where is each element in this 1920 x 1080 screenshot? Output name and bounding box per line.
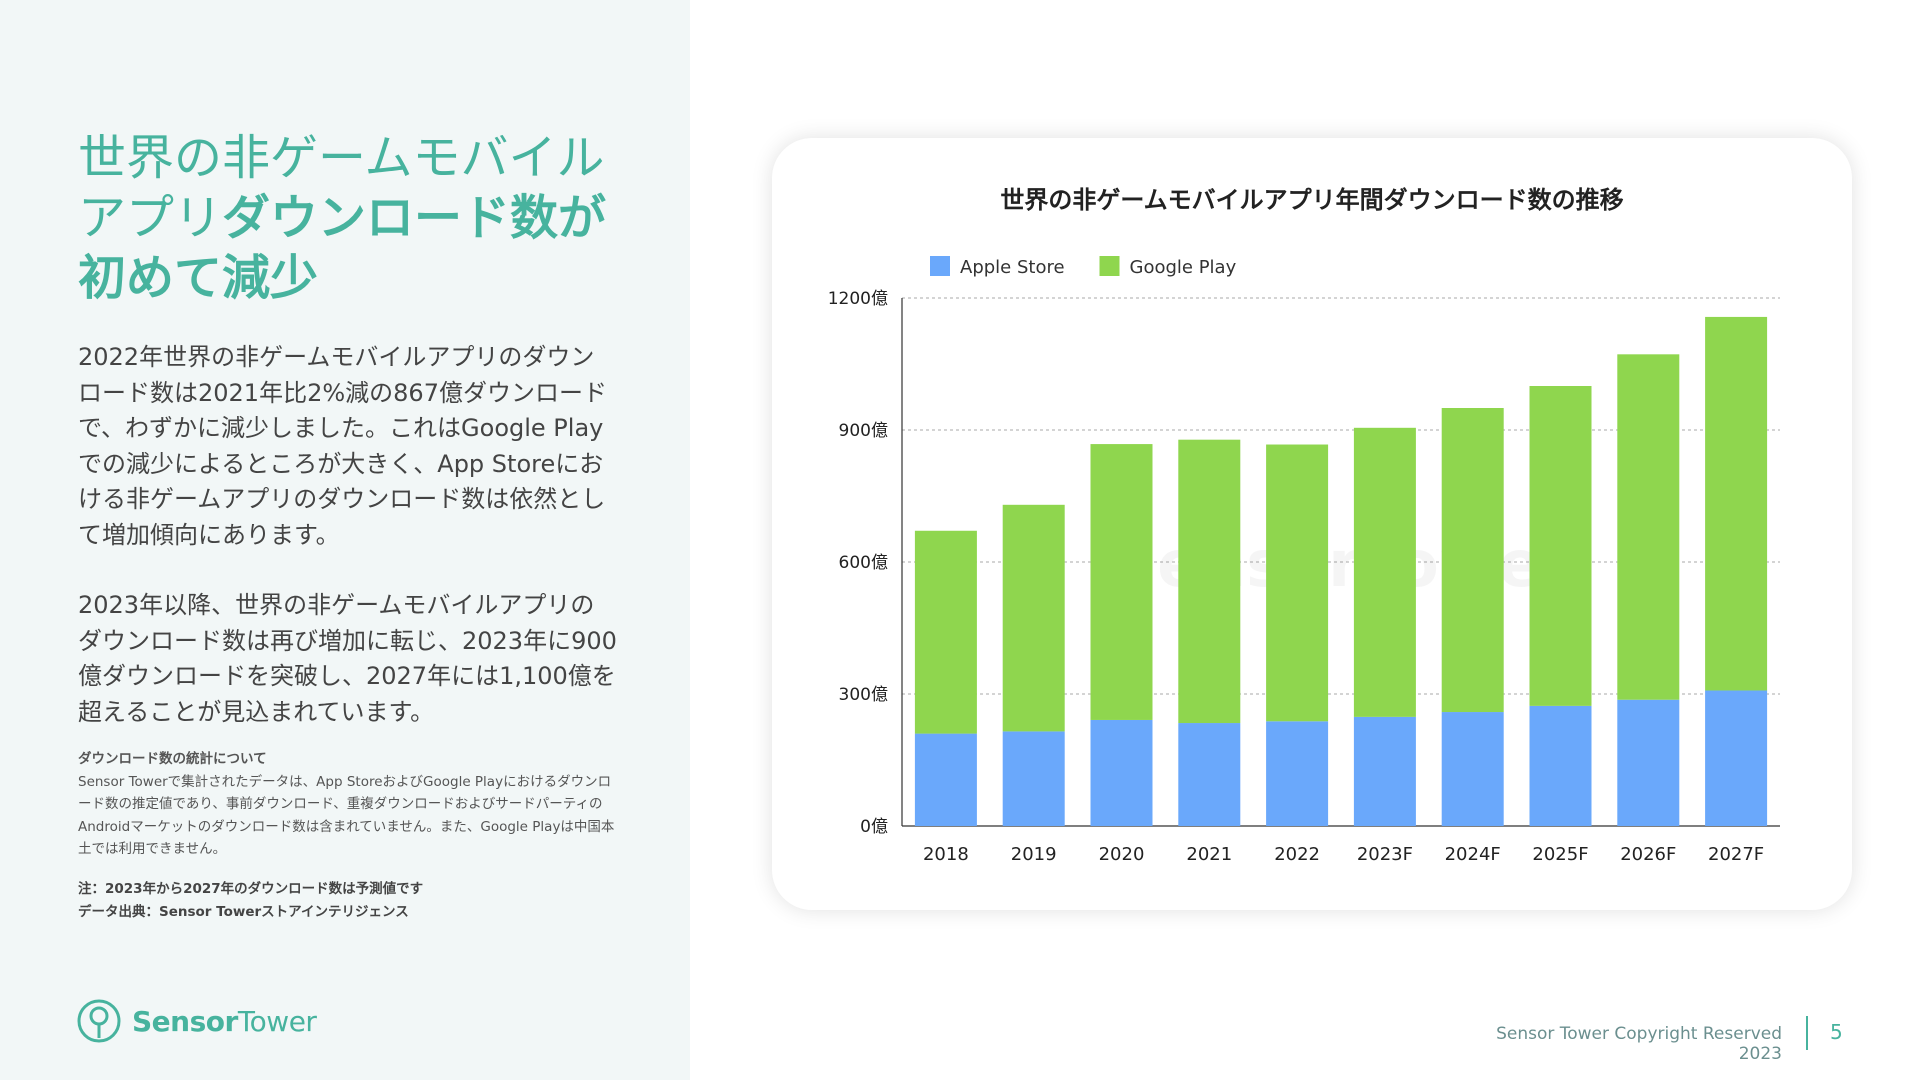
x-tick-label: 2026F bbox=[1620, 844, 1676, 865]
x-tick-label: 2018 bbox=[923, 844, 969, 865]
stacked-bar-chart: 世界の非ゲームモバイルアプリ年間ダウンロード数の推移 Apple Store Goo… bbox=[828, 186, 1780, 865]
bar-apple-store-2026F bbox=[1617, 699, 1680, 826]
x-tick-label: 2021 bbox=[1186, 844, 1232, 865]
title-part-3: ダウンロード数が初めて減少 bbox=[78, 190, 607, 306]
y-tick-label: 900億 bbox=[839, 421, 888, 441]
title-part-2: アプリ bbox=[78, 190, 223, 246]
y-tick-label: 1200億 bbox=[828, 289, 888, 309]
bar-apple-store-2022 bbox=[1266, 721, 1329, 826]
legend-swatch-google-play bbox=[1099, 256, 1120, 276]
bar-apple-store-2023F bbox=[1353, 716, 1416, 826]
y-tick-label: 300億 bbox=[839, 685, 888, 705]
legend-label-google-play: Google Play bbox=[1130, 257, 1237, 278]
bar-google-play-2025F bbox=[1529, 386, 1592, 706]
statistics-note-title: ダウンロード数の統計について bbox=[78, 751, 267, 767]
bar-apple-store-2021 bbox=[1178, 723, 1241, 826]
legend-swatch-apple-store bbox=[930, 256, 950, 276]
bar-apple-store-2020 bbox=[1090, 719, 1153, 826]
statistics-note: ダウンロード数の統計について Sensor Towerで集計されたデータは、Ap… bbox=[78, 748, 618, 861]
bar-apple-store-2027F bbox=[1705, 690, 1768, 826]
y-tick-label: 0億 bbox=[860, 817, 888, 837]
statistics-note-text: Sensor Towerで集計されたデータは、App StoreおよびGoogl… bbox=[78, 773, 615, 858]
page-number: 5 bbox=[1830, 1020, 1843, 1044]
legend-label-apple-store: Apple Store bbox=[960, 257, 1065, 278]
bar-google-play-2023F bbox=[1353, 427, 1416, 717]
y-tick-label: 600億 bbox=[839, 553, 888, 573]
data-source-note: データ出典：Sensor Towerストアインテリジェンス bbox=[78, 903, 409, 920]
bar-google-play-2024F bbox=[1441, 408, 1504, 713]
body-paragraph-1: 2022年世界の非ゲームモバイルアプリのダウンロード数は2021年比2%減の86… bbox=[78, 343, 607, 549]
sensor-tower-logo-icon bbox=[77, 999, 121, 1043]
bar-apple-store-2018 bbox=[914, 733, 977, 826]
bar-google-play-2021 bbox=[1178, 439, 1241, 724]
footer-divider bbox=[1806, 1016, 1808, 1050]
chart-title: 世界の非ゲームモバイルアプリ年間ダウンロード数の推移 bbox=[1000, 186, 1623, 214]
x-tick-label: 2022 bbox=[1274, 844, 1320, 865]
bar-google-play-2019 bbox=[1002, 504, 1065, 732]
x-tick-label: 2025F bbox=[1532, 844, 1588, 865]
x-tick-label: 2019 bbox=[1011, 844, 1057, 865]
bar-google-play-2022 bbox=[1266, 444, 1329, 722]
forecast-note: 注：2023年から2027年のダウンロード数は予測値です bbox=[78, 881, 424, 897]
brand-logo: SensorTower bbox=[76, 998, 317, 1044]
bar-google-play-2020 bbox=[1090, 444, 1153, 720]
chart-card: 世界の非ゲームモバイルアプリ年間ダウンロード数の推移 Apple Store Goo… bbox=[772, 138, 1852, 910]
left-panel: 世界の非ゲームモバイル アプリダウンロード数が初めて減少 2022年世界の非ゲーム… bbox=[0, 0, 690, 1080]
x-tick-label: 2020 bbox=[1099, 844, 1145, 865]
page-title: 世界の非ゲームモバイル アプリダウンロード数が初めて減少 bbox=[78, 128, 638, 308]
bar-google-play-2026F bbox=[1617, 354, 1680, 700]
bar-google-play-2027F bbox=[1705, 316, 1768, 691]
bar-google-play-2018 bbox=[914, 530, 977, 734]
x-tick-label: 2027F bbox=[1708, 844, 1764, 865]
title-part-1: 世界の非ゲームモバイル bbox=[78, 130, 605, 186]
x-tick-label: 2024F bbox=[1445, 844, 1501, 865]
bar-apple-store-2024F bbox=[1441, 712, 1504, 826]
bar-apple-store-2019 bbox=[1002, 731, 1065, 826]
x-tick-label: 2023F bbox=[1357, 844, 1413, 865]
bar-apple-store-2025F bbox=[1529, 705, 1592, 826]
footer-copyright: Sensor Tower Copyright Reserved 2023 bbox=[1496, 1024, 1782, 1064]
body-paragraph-2: 2023年以降、世界の非ゲームモバイルアプリのダウンロード数は再び増加に転じ、2… bbox=[78, 591, 617, 726]
forecast-and-source-notes: 注：2023年から2027年のダウンロード数は予測値です データ出典：Senso… bbox=[78, 878, 618, 923]
brand-name: SensorTower bbox=[132, 1004, 317, 1038]
